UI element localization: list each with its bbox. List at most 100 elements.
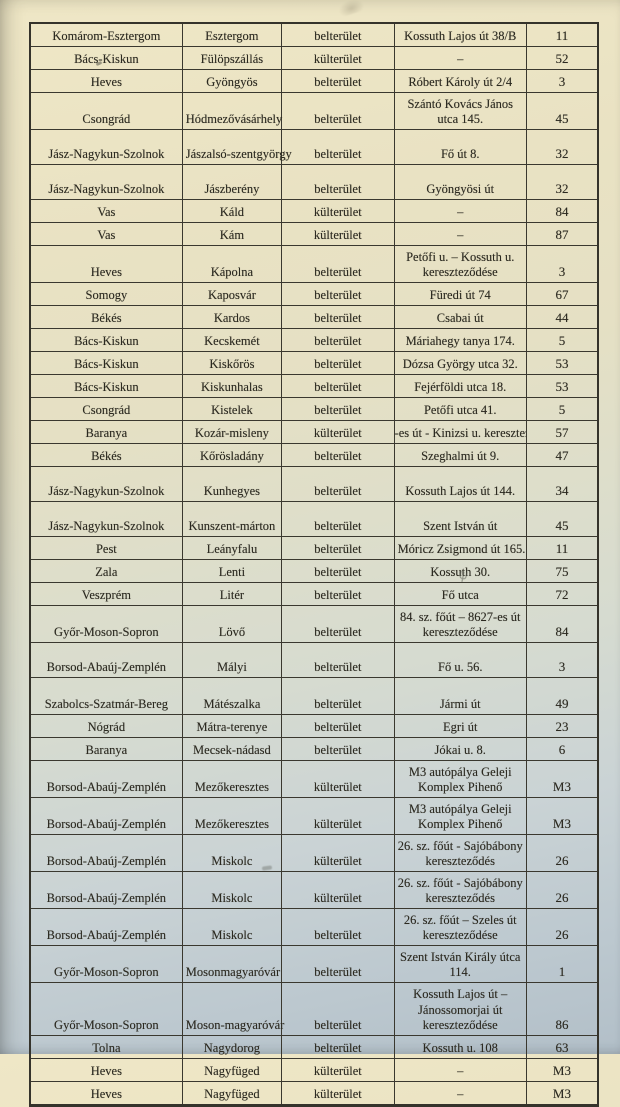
county-label: Győr-Moson-Sopron	[54, 624, 159, 639]
settlement-cell: Kecskemét	[181, 328, 283, 352]
table-row: Vas Káld külterület –84	[29, 199, 599, 223]
address-cell: M3 autópálya Geleji Komplex Pihenő	[393, 797, 527, 835]
area-type-cell: külterület	[281, 834, 395, 872]
table-row: Tolna Nagydorog belterület Kossuth u. 108 63	[29, 1035, 599, 1059]
county-label: Győr-Moson-Sopron	[54, 964, 159, 979]
locations-table-body: Komárom-Esztergom Esztergom belterület Koss…	[29, 22, 599, 1106]
table-row: Győr-Moson-Sopron Moson-magyaróvár belterü…	[29, 982, 599, 1036]
county-label: Borsod-Abaúj-Zemplén	[46, 816, 167, 831]
table-row: Jász-Nagykun-Szolnok Jászberény belterület…	[29, 164, 599, 200]
county-cell: Békés	[29, 305, 183, 329]
area-type-cell: belterület	[281, 737, 395, 761]
county-label: Nógrád	[87, 719, 126, 734]
address-cell: Kossuth u. 108	[393, 1035, 527, 1059]
address-cell: Szeghalmi út 9.	[393, 443, 527, 467]
road-number-cell: 32	[525, 164, 599, 200]
road-number-cell: 5	[525, 397, 599, 421]
area-type-cell: belterület	[281, 397, 395, 421]
area-type-cell: belterület	[281, 642, 395, 678]
area-type-cell: belterület	[281, 945, 395, 983]
address-cell: –	[393, 1058, 527, 1082]
area-type-cell: külterület	[281, 797, 395, 835]
address-cell: Dózsa György utca 32.	[393, 351, 527, 375]
address-cell: Róbert Károly út 2/4	[393, 69, 527, 93]
area-type-cell: belterület	[281, 982, 395, 1036]
area-type-cell: belterület	[281, 443, 395, 467]
address-cell: Fő utca	[393, 582, 527, 606]
address-cell: –	[393, 46, 527, 70]
county-cell: Heves	[29, 1081, 183, 1106]
area-type-cell: belterület	[281, 245, 395, 283]
area-type-cell: belterület	[281, 92, 395, 130]
table-row: Zala Lenti belterület Kossuth 30. 75	[29, 559, 599, 583]
address-cell: –	[393, 222, 527, 246]
address-cell: 26. sz. főút - Sajóbábony kereszteződés	[393, 871, 527, 909]
table-row: Csongrád Kistelek belterület Petőfi utca 41…	[29, 397, 599, 421]
county-cell: Nógrád	[29, 714, 183, 738]
road-number-cell: 53	[525, 374, 599, 398]
county-cell: Somogy	[29, 282, 183, 306]
settlement-cell: Nagyfüged	[181, 1081, 283, 1106]
road-number-cell: 34	[525, 466, 599, 502]
area-type-cell: belterület	[281, 677, 395, 715]
address-cell: 84. sz. főút – 8627-es út kereszteződése	[393, 605, 527, 643]
address-cell: Máriahegy tanya 174.	[393, 328, 527, 352]
area-type-cell: külterület	[281, 871, 395, 909]
table-row: Békés Kardos belterület Csabai út 44	[29, 305, 599, 329]
settlement-cell: Mosonmagyaróvár	[181, 945, 283, 983]
county-label: Borsod-Abaúj-Zemplén	[46, 853, 167, 868]
county-cell: Győr-Moson-Sopron	[29, 982, 183, 1036]
scanned-document-photo: Komárom-Esztergom Esztergom belterület Koss…	[29, 0, 599, 1107]
settlement-cell: Leányfalu	[181, 536, 283, 560]
address-cell: Kossuth 30.	[393, 559, 527, 583]
area-type-cell: belterület	[281, 714, 395, 738]
area-type-cell: külterület	[281, 420, 395, 444]
county-label: Komárom-Esztergom	[52, 28, 161, 43]
settlement-cell: Jászalsó-szentgyörgy	[181, 129, 292, 165]
area-type-cell: belterület	[281, 1035, 395, 1059]
settlement-cell: Kiskunhalas	[181, 374, 283, 398]
table-row: Heves Kápolna belterület Petőfi u. – Kossut…	[29, 245, 599, 283]
county-label: Jász-Nagykun-Szolnok	[48, 181, 165, 196]
county-cell: Csongrád	[29, 92, 183, 130]
county-cell: Bács-Kiskun	[29, 46, 183, 70]
county-label: Tolna	[92, 1040, 121, 1055]
road-number-cell: 1	[525, 945, 599, 983]
county-cell: Borsod-Abaúj-Zemplén	[29, 797, 183, 835]
road-number-cell: 57	[525, 420, 599, 444]
address-cell: Szent István út	[393, 501, 527, 537]
table-row: Heves Nagyfüged külterület – M3	[29, 1081, 599, 1106]
table-row: Pest Leányfalu belterület Móricz Zsigmond ú…	[29, 536, 599, 560]
area-type-cell: belterület	[281, 69, 395, 93]
area-type-cell: belterület	[281, 328, 395, 352]
settlement-cell: Moson-magyaróvár	[181, 982, 284, 1036]
county-cell: Borsod-Abaúj-Zemplén	[29, 871, 183, 909]
area-type-cell: külterület	[281, 1081, 395, 1106]
address-cell: Csabai út	[393, 305, 527, 329]
area-type-cell: belterület	[281, 605, 395, 643]
settlement-cell: Kőrösladány	[181, 443, 283, 467]
road-number-cell: 11	[525, 536, 599, 560]
county-cell: Győr-Moson-Sopron	[29, 605, 183, 643]
county-label: Zala	[95, 564, 118, 579]
settlement-cell: Nagydorog	[181, 1035, 283, 1059]
address-cell: Szent István Király útca 114.	[393, 945, 527, 983]
settlement-cell: Fülöpszállás	[181, 46, 283, 70]
settlement-cell: Kám	[181, 222, 283, 246]
county-cell: Bács-Kiskun	[29, 328, 183, 352]
address-cell: 26. sz. főút - Sajóbábony kereszteződés	[393, 834, 527, 872]
road-number-cell: 11	[525, 22, 599, 47]
area-type-cell: belterület	[281, 559, 395, 583]
road-number-cell: 53	[525, 351, 599, 375]
area-type-cell: külterület	[281, 199, 395, 223]
settlement-cell: Miskolc	[181, 908, 283, 946]
settlement-cell: Gyöngyös	[181, 69, 283, 93]
road-number-cell: 26	[525, 908, 599, 946]
area-type-cell: belterület	[281, 351, 395, 375]
table-row: Jász-Nagykun-Szolnok Kunszent-márton belte…	[29, 501, 599, 537]
county-label: Pest	[95, 541, 117, 556]
road-number-cell: 32	[525, 129, 599, 165]
road-number-cell: M3	[525, 760, 599, 798]
county-label: Veszprém	[81, 587, 131, 602]
table-row: Győr-Moson-Sopron Lövő belterület 84. sz. f…	[29, 605, 599, 643]
